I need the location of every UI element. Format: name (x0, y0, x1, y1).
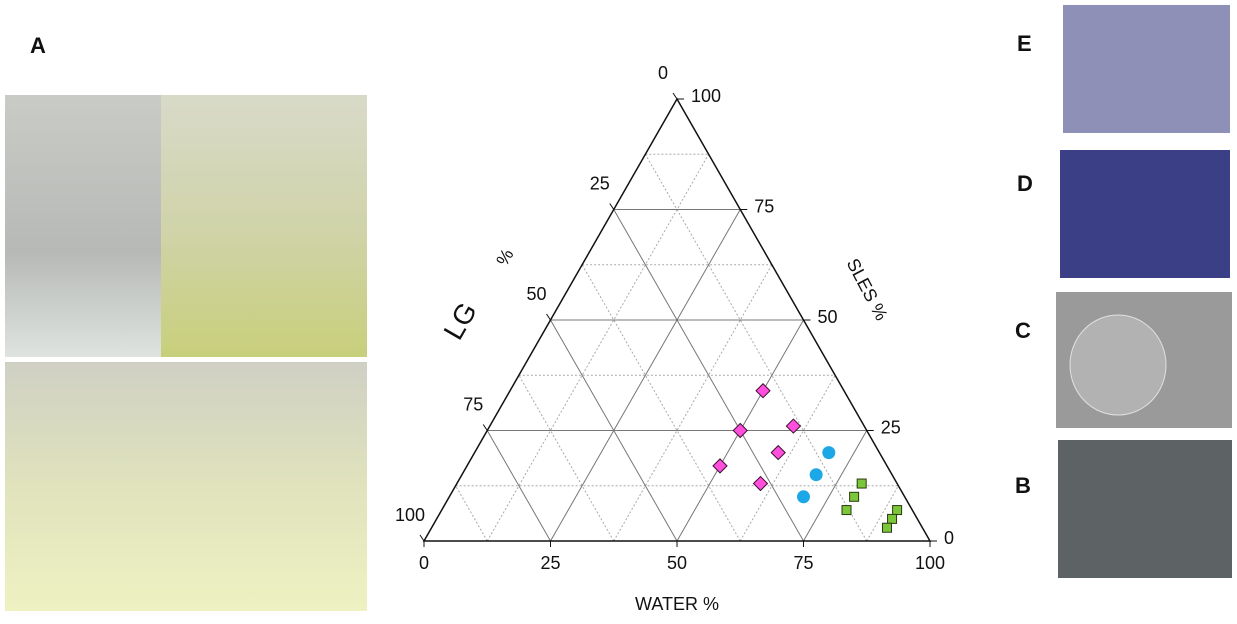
data-point (822, 446, 835, 459)
grid-line (614, 265, 772, 541)
grid-line (740, 375, 835, 541)
figure: A E D C B WATER % SLES % LG % 0 25 50 75 100… (0, 0, 1237, 619)
data-point (882, 523, 891, 532)
data-point (797, 490, 810, 503)
lg-tick-label: 50 (526, 284, 546, 304)
beaker-photo (169, 362, 367, 611)
data-point (733, 424, 747, 438)
x-tick-label: 25 (540, 553, 560, 573)
sles-tick-label: 25 (881, 417, 901, 437)
data-point (753, 477, 767, 491)
data-point (893, 506, 902, 515)
x-tick-label: 100 (915, 553, 945, 573)
grid-line (582, 265, 740, 541)
grid-line (487, 154, 708, 541)
axis-label: LG (437, 297, 483, 345)
axis-label: SLES % (843, 255, 892, 324)
lg-tick-label: 25 (590, 173, 610, 193)
sles-tick-label: 50 (818, 307, 838, 327)
sles-tick-label: 0 (944, 528, 954, 548)
data-point (842, 506, 851, 515)
photo-panel (5, 5, 1232, 611)
micrograph (1058, 440, 1232, 578)
tick-mark (610, 204, 614, 210)
beaker-photo (5, 362, 169, 611)
data-point (888, 514, 897, 523)
x-tick-label: 50 (667, 553, 687, 573)
x-tick-label: 75 (793, 553, 813, 573)
data-point (857, 479, 866, 488)
data-point (850, 492, 859, 501)
grid-line (456, 486, 488, 541)
data-point (810, 468, 823, 481)
panel-label: C (1015, 318, 1031, 343)
axis-unit: % (492, 245, 517, 269)
data-point (756, 384, 770, 398)
sles-tick-label: 100 (691, 86, 721, 106)
beaker-photo (161, 95, 367, 357)
tick-mark (483, 425, 487, 431)
micrograph (1060, 150, 1230, 278)
panel-label: D (1017, 171, 1033, 196)
sles-tick-label: 75 (754, 196, 774, 216)
tick-mark (673, 93, 677, 99)
axis-label: WATER % (635, 594, 719, 614)
beaker-photo (5, 95, 161, 357)
micrograph (1063, 5, 1230, 133)
lg-tick-label: 0 (658, 63, 668, 83)
crystal (1070, 315, 1166, 415)
data-point (713, 459, 727, 473)
lg-tick-label: 100 (395, 505, 425, 525)
grid-line (519, 375, 614, 541)
tick-mark (547, 314, 551, 320)
lg-tick-label: 75 (463, 394, 483, 414)
x-tick-label: 0 (419, 553, 429, 573)
panel-label: B (1015, 473, 1031, 498)
panel-label: E (1017, 31, 1032, 56)
panel-label: A (30, 33, 46, 58)
data-point (771, 446, 785, 460)
tick-mark (420, 535, 424, 541)
